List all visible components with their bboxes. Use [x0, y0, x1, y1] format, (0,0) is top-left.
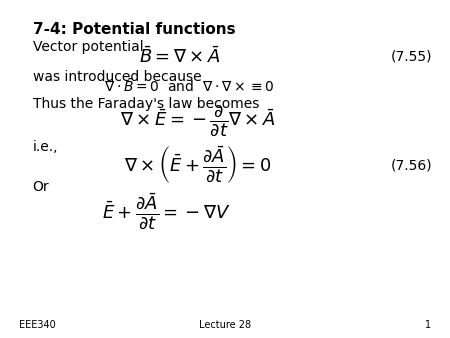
Text: Vector potential: Vector potential — [33, 40, 143, 54]
Text: Thus the Faraday's law becomes: Thus the Faraday's law becomes — [33, 97, 259, 111]
Text: EEE340: EEE340 — [19, 320, 56, 330]
Text: $\bar{B} = \nabla \times \bar{A}$: $\bar{B} = \nabla \times \bar{A}$ — [140, 46, 221, 67]
Text: $\nabla \times \left( \bar{E} + \dfrac{\partial \bar{A}}{\partial t} \right) = 0: $\nabla \times \left( \bar{E} + \dfrac{\… — [124, 145, 272, 186]
Text: $\bar{E} + \dfrac{\partial \bar{A}}{\partial t} = -\nabla V$: $\bar{E} + \dfrac{\partial \bar{A}}{\par… — [103, 191, 231, 231]
Text: i.e.,: i.e., — [33, 140, 58, 154]
Text: (7.55): (7.55) — [391, 50, 432, 64]
Text: Or: Or — [33, 180, 50, 194]
Text: (7.56): (7.56) — [391, 159, 432, 173]
Text: 7-4: Potential functions: 7-4: Potential functions — [33, 22, 235, 37]
Text: Lecture 28: Lecture 28 — [199, 320, 251, 330]
Text: $\nabla \times \bar{E} = -\dfrac{\partial}{\partial t}\nabla \times \bar{A}$: $\nabla \times \bar{E} = -\dfrac{\partia… — [120, 103, 276, 138]
Text: $\nabla \cdot \bar{B} = 0$  and  $\nabla \cdot \nabla \times \equiv 0$: $\nabla \cdot \bar{B} = 0$ and $\nabla \… — [104, 78, 274, 95]
Text: 1: 1 — [425, 320, 431, 330]
Text: was introduced because: was introduced because — [33, 70, 201, 84]
